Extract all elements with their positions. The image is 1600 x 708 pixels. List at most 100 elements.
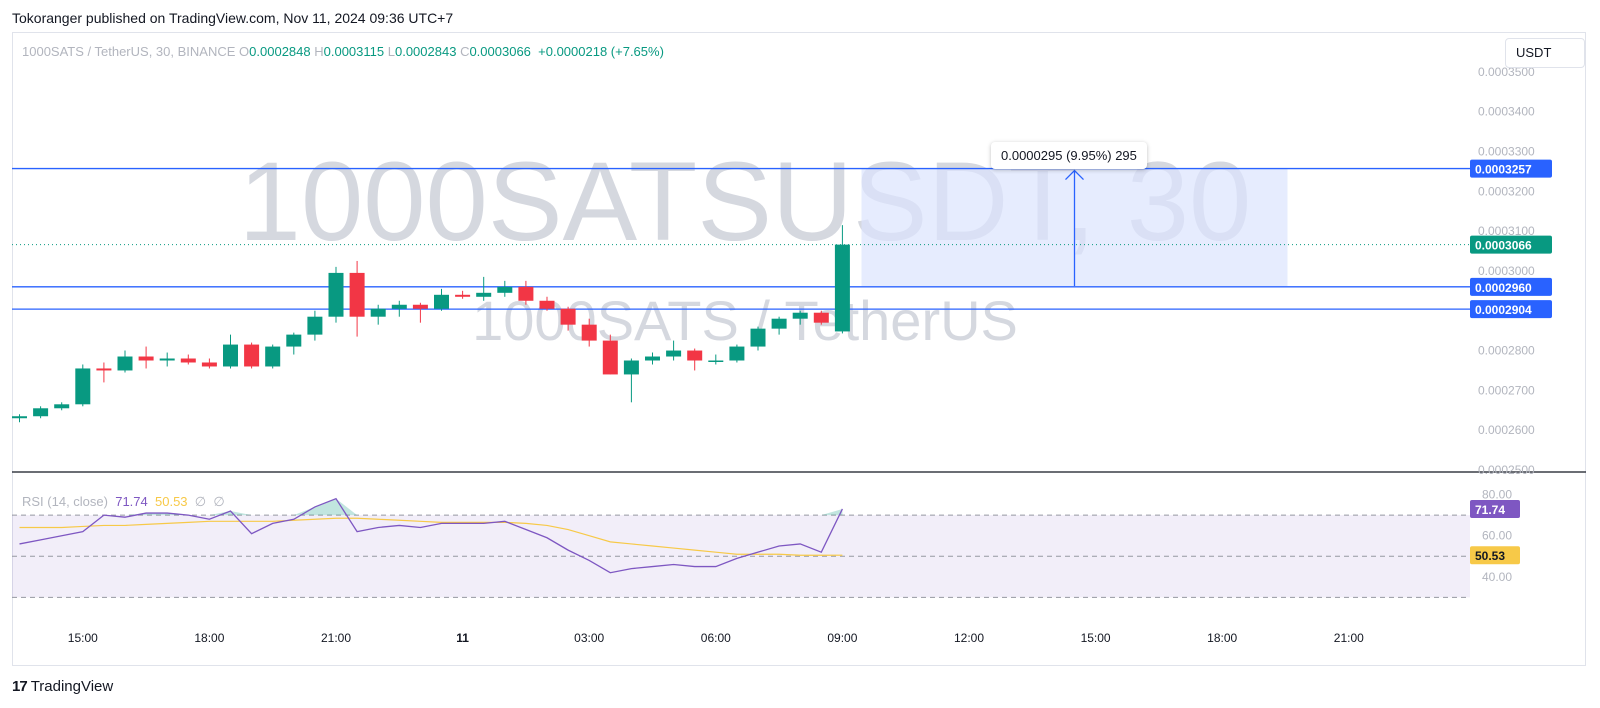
- candle-body[interactable]: [623, 360, 639, 375]
- price-axis-tick: 0.0003200: [1478, 184, 1535, 198]
- tradingview-logo-icon: 17: [12, 678, 28, 695]
- candle-body[interactable]: [813, 312, 829, 323]
- hline-price-label-3-bg: [1470, 300, 1552, 319]
- price-axis-tick: 0.0003100: [1478, 224, 1535, 238]
- candle-body[interactable]: [666, 350, 682, 357]
- candle-body[interactable]: [750, 328, 766, 347]
- last-price-label: 0.0003066: [1475, 239, 1532, 253]
- legend-low-key: L: [387, 44, 395, 59]
- candle-body[interactable]: [708, 360, 724, 363]
- tradingview-brand[interactable]: 17 TradingView: [12, 678, 113, 695]
- legend-low-value: 0.0002843: [394, 44, 457, 59]
- price-axis-tick: 0.0002600: [1478, 423, 1535, 437]
- rsi-axis-tick: 60.00: [1482, 529, 1512, 543]
- candle-body[interactable]: [286, 334, 302, 347]
- candle-body[interactable]: [117, 356, 133, 371]
- ohlc-legend[interactable]: 1000SATS / TetherUS, 30, BINANCE O0.0002…: [22, 44, 664, 59]
- candle-body[interactable]: [602, 340, 618, 375]
- legend-symbol[interactable]: 1000SATS / TetherUS, 30, BINANCE: [22, 44, 236, 59]
- candle-body[interactable]: [497, 286, 513, 293]
- candle-body[interactable]: [159, 358, 175, 361]
- rsi-legend-ma-value: 50.53: [155, 494, 188, 509]
- rsi-legend-name[interactable]: RSI (14, close): [22, 494, 108, 509]
- hline-price-label-2-bg: [1470, 277, 1552, 296]
- legend-high-key: H: [314, 44, 324, 59]
- last-price-label-bg: [1470, 235, 1552, 254]
- candle-body[interactable]: [244, 344, 260, 367]
- candle-body[interactable]: [645, 356, 660, 361]
- candle-body[interactable]: [792, 312, 808, 319]
- rsi-axis-tick: 40.00: [1482, 570, 1512, 584]
- symbol-watermark-subtitle: 1000SATS / TetherUS: [472, 289, 1018, 352]
- rsi-ma-line[interactable]: [19, 517, 843, 556]
- legend-open-key: O: [239, 44, 250, 59]
- time-axis-tick: 15:00: [1081, 631, 1111, 645]
- rsi-legend[interactable]: RSI (14, close) 71.74 50.53 ∅ ∅: [22, 494, 225, 510]
- hline-price-label-3: 0.0002904: [1475, 303, 1532, 317]
- time-axis-tick: 21:00: [321, 631, 351, 645]
- candle-body[interactable]: [33, 408, 49, 417]
- candle-body[interactable]: [412, 304, 428, 309]
- legend-change: +0.0000218 (+7.65%): [538, 44, 664, 59]
- brand-name: TradingView: [30, 678, 114, 695]
- candle-body[interactable]: [771, 318, 787, 329]
- rsi-axis-tick: 80.00: [1482, 488, 1512, 502]
- candle-body[interactable]: [349, 272, 365, 317]
- candle-body[interactable]: [687, 350, 703, 361]
- candle-body[interactable]: [834, 244, 850, 332]
- chart-frame: [12, 32, 1586, 666]
- time-axis-tick: 18:00: [1207, 631, 1237, 645]
- published-byline: Tokoranger published on TradingView.com,…: [12, 10, 454, 26]
- candle-body[interactable]: [560, 308, 576, 325]
- legend-close-key: C: [460, 44, 470, 59]
- time-axis-tick: 06:00: [701, 631, 731, 645]
- time-axis-tick: 18:00: [194, 631, 224, 645]
- rsi-line[interactable]: [19, 497, 843, 574]
- price-axis-tick: 0.0002800: [1478, 344, 1535, 358]
- candle-body[interactable]: [75, 368, 91, 405]
- time-axis-tick: 15:00: [68, 631, 98, 645]
- candle-body[interactable]: [180, 358, 196, 363]
- time-axis-tick: 09:00: [827, 631, 857, 645]
- legend-high-value: 0.0003115: [323, 44, 385, 59]
- candle-body[interactable]: [729, 346, 745, 361]
- currency-button[interactable]: USDT: [1505, 38, 1585, 68]
- candle-body[interactable]: [455, 294, 471, 297]
- hline-price-label-1: 0.0003257: [1475, 163, 1532, 177]
- candle-body[interactable]: [265, 346, 281, 367]
- measure-tooltip: 0.0000295 (9.95%) 295: [991, 142, 1147, 169]
- price-axis-tick: 0.0003000: [1478, 264, 1535, 278]
- rsi-legend-extra-2: ∅: [213, 494, 225, 509]
- candle-body[interactable]: [518, 286, 534, 301]
- price-axis-tick: 0.0003300: [1478, 144, 1535, 158]
- candle-body[interactable]: [328, 272, 344, 317]
- measure-arrow-head-icon: [1065, 169, 1084, 181]
- candle-body[interactable]: [476, 292, 492, 297]
- legend-close-value: 0.0003066: [469, 44, 531, 59]
- candle-body[interactable]: [370, 308, 386, 317]
- candle-body[interactable]: [391, 304, 407, 309]
- time-axis-tick: 12:00: [954, 631, 984, 645]
- time-axis-tick: 11: [456, 631, 469, 645]
- candle-body[interactable]: [223, 344, 238, 367]
- candle-body[interactable]: [138, 356, 154, 361]
- legend-open-value: 0.0002848: [249, 44, 311, 59]
- candle-body[interactable]: [12, 416, 27, 419]
- time-axis-tick: 21:00: [1334, 631, 1364, 645]
- rsi-ma-value-label: 50.53: [1475, 549, 1505, 563]
- candle-body[interactable]: [434, 294, 449, 309]
- candle-body[interactable]: [307, 316, 323, 335]
- candle-body[interactable]: [539, 300, 555, 309]
- hline-price-label-1-bg: [1470, 159, 1552, 178]
- candle-body[interactable]: [201, 362, 217, 367]
- hline-price-label-2: 0.0002960: [1475, 281, 1532, 295]
- rsi-value-label: 71.74: [1475, 503, 1505, 517]
- candle-body[interactable]: [96, 368, 112, 371]
- candle-body[interactable]: [54, 404, 70, 409]
- candle-body[interactable]: [581, 324, 597, 341]
- price-axis-tick: 0.0003500: [1478, 65, 1535, 79]
- rsi-ma-value-label-bg: [1470, 546, 1520, 565]
- price-axis-tick: 0.0002500: [1478, 463, 1535, 477]
- price-axis-tick: 0.0003400: [1478, 105, 1535, 119]
